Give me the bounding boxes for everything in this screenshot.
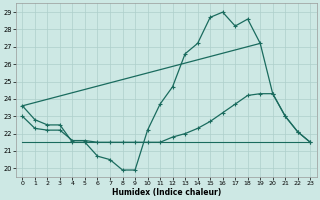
- X-axis label: Humidex (Indice chaleur): Humidex (Indice chaleur): [112, 188, 221, 197]
